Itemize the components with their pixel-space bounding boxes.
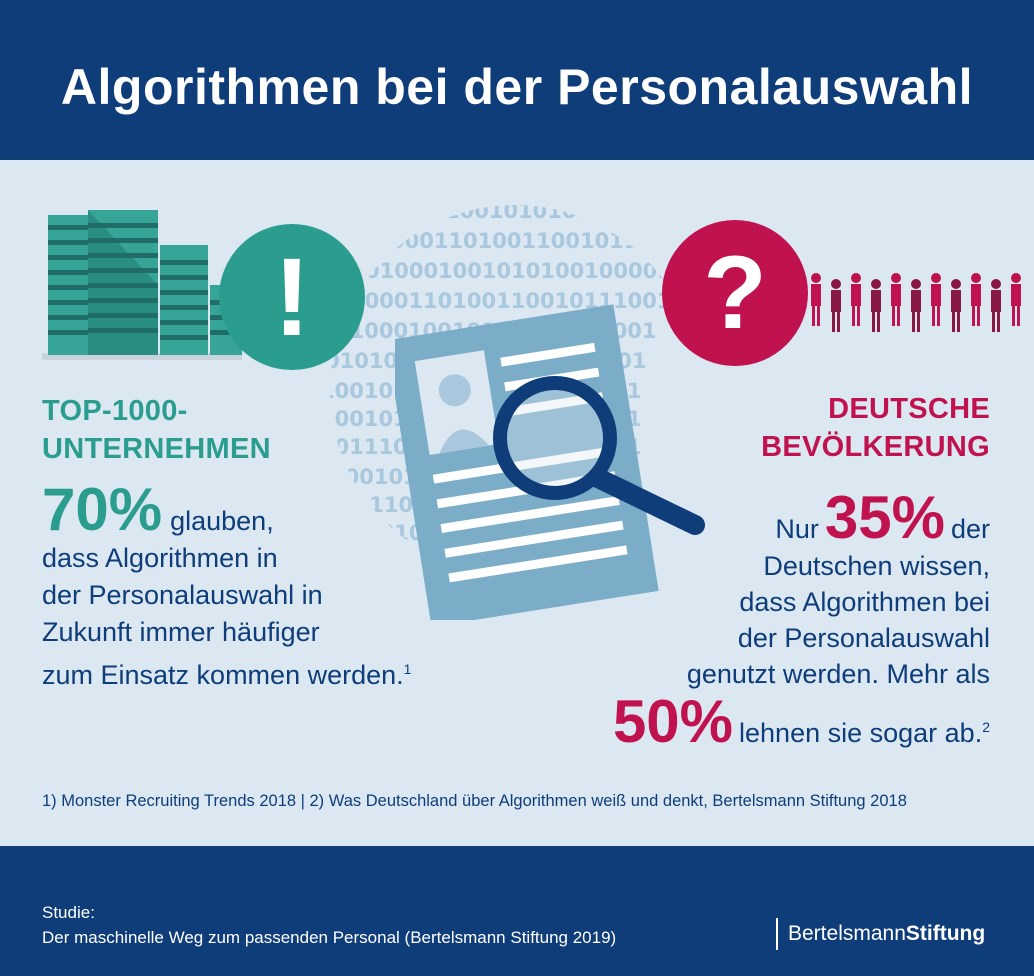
- page-title: Algorithmen bei der Personalauswahl: [60, 59, 974, 115]
- bertelsmann-logo: BertelsmannStiftung: [776, 918, 985, 950]
- stat-70: 70%: [42, 476, 163, 543]
- right-label: DEUTSCHE BEVÖLKERUNG: [761, 393, 990, 463]
- study-label: Studie:: [42, 903, 95, 922]
- binary-line: 1000110100110010111001: [350, 289, 671, 313]
- people-crowd-icon: [811, 273, 1021, 332]
- stat-50: 50%: [612, 688, 734, 755]
- exclamation-icon: !: [219, 224, 365, 370]
- resume-document-icon: [395, 304, 659, 620]
- question-icon: ?: [662, 220, 808, 366]
- study-title: Der maschinelle Weg zum passenden Person…: [42, 928, 617, 947]
- footnote-1: 1: [403, 661, 412, 677]
- footer-bar: [0, 846, 1034, 976]
- stat-35: 35%: [824, 484, 945, 551]
- left-statement: 70% glauben, dass Algorithmen in der Pers…: [42, 476, 412, 691]
- binary-line: 0001101001100101110: [390, 229, 668, 253]
- left-label: TOP-1000- UNTERNEHMEN: [42, 395, 271, 465]
- magnifying-glass-icon: [493, 376, 705, 535]
- header-bar: Algorithmen bei der Personalauswahl: [0, 0, 1034, 160]
- sources-note: 1) Monster Recruiting Trends 2018 | 2) W…: [42, 792, 907, 810]
- right-statement: Nur 35% der Deutschen wissen, dass Algorit…: [612, 484, 990, 755]
- binary-line: 010001001010100100001: [365, 259, 672, 283]
- office-buildings-icon: [42, 210, 242, 360]
- footnote-2: 2: [982, 719, 990, 735]
- binary-line: 1001010100: [445, 200, 591, 223]
